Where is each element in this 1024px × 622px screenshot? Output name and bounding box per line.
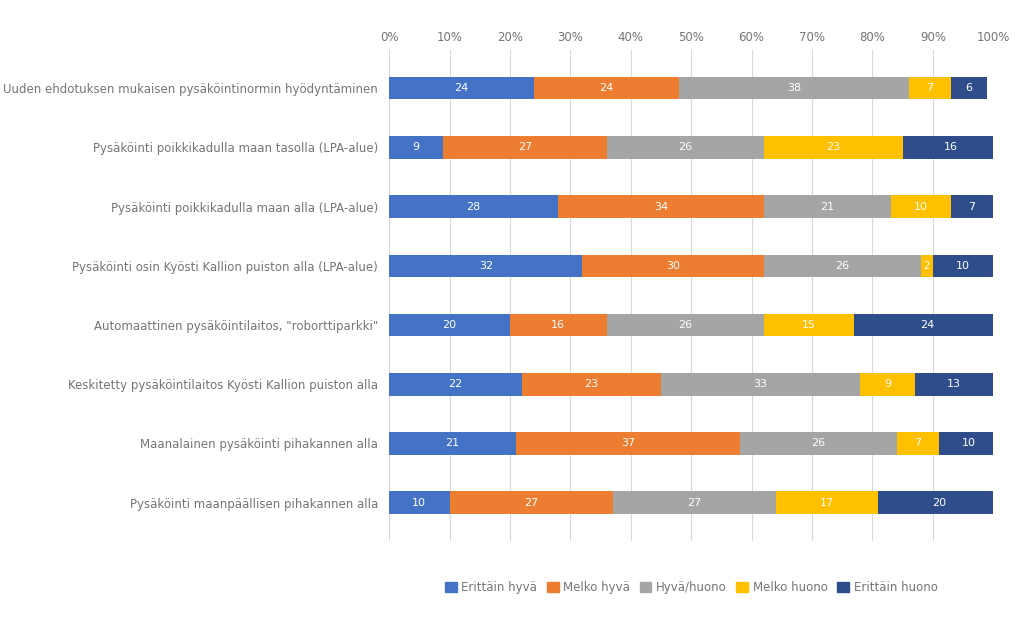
Bar <box>951 195 993 218</box>
Bar <box>389 373 522 396</box>
Bar <box>921 254 933 277</box>
Bar <box>558 195 764 218</box>
Text: 16: 16 <box>551 320 565 330</box>
Text: 27: 27 <box>524 498 539 508</box>
Text: 32: 32 <box>479 261 493 271</box>
Text: 23: 23 <box>826 142 841 152</box>
Bar <box>951 77 987 100</box>
Text: 37: 37 <box>621 439 635 448</box>
Text: 7: 7 <box>927 83 934 93</box>
Bar <box>939 432 999 455</box>
Bar <box>389 491 450 514</box>
Bar <box>914 373 993 396</box>
Text: 2: 2 <box>924 261 930 271</box>
Text: 9: 9 <box>413 142 420 152</box>
Bar <box>443 136 606 159</box>
Bar <box>739 432 897 455</box>
Text: 24: 24 <box>920 320 934 330</box>
Bar <box>854 314 999 337</box>
Text: 16: 16 <box>944 142 958 152</box>
Bar <box>879 491 999 514</box>
Text: 27: 27 <box>518 142 532 152</box>
Text: 13: 13 <box>947 379 961 389</box>
Text: 30: 30 <box>666 261 680 271</box>
Text: 22: 22 <box>449 379 463 389</box>
Bar <box>776 491 879 514</box>
Text: 33: 33 <box>754 379 768 389</box>
Bar <box>903 136 999 159</box>
Bar <box>897 432 939 455</box>
Text: 27: 27 <box>687 498 701 508</box>
Text: 10: 10 <box>413 498 426 508</box>
Bar <box>535 77 679 100</box>
Bar <box>933 254 993 277</box>
Text: 34: 34 <box>654 202 668 211</box>
Bar <box>679 77 908 100</box>
Bar <box>764 314 854 337</box>
Bar <box>450 491 612 514</box>
Text: 17: 17 <box>820 498 835 508</box>
Text: 6: 6 <box>966 83 973 93</box>
Bar <box>583 254 764 277</box>
Bar <box>516 432 739 455</box>
Text: 26: 26 <box>811 439 825 448</box>
Text: 26: 26 <box>678 320 692 330</box>
Bar <box>389 195 558 218</box>
Bar <box>860 373 914 396</box>
Bar <box>891 195 951 218</box>
Text: 24: 24 <box>599 83 613 93</box>
Bar <box>606 136 764 159</box>
Text: 20: 20 <box>442 320 457 330</box>
Text: 38: 38 <box>786 83 801 93</box>
Bar <box>606 314 764 337</box>
Bar <box>612 491 776 514</box>
Text: 23: 23 <box>585 379 599 389</box>
Text: 10: 10 <box>956 261 970 271</box>
Bar <box>764 136 903 159</box>
Bar <box>764 195 891 218</box>
Text: 24: 24 <box>455 83 469 93</box>
Bar <box>662 373 860 396</box>
Legend: Erittäin hyvä, Melko hyvä, Hyvä/huono, Melko huono, Erittäin huono: Erittäin hyvä, Melko hyvä, Hyvä/huono, M… <box>440 577 942 599</box>
Text: 20: 20 <box>932 498 946 508</box>
Bar <box>389 432 516 455</box>
Text: 7: 7 <box>914 439 922 448</box>
Text: 7: 7 <box>969 202 976 211</box>
Text: 15: 15 <box>802 320 816 330</box>
Text: 9: 9 <box>884 379 891 389</box>
Bar <box>389 77 535 100</box>
Bar <box>389 314 510 337</box>
Bar <box>522 373 662 396</box>
Bar <box>908 77 951 100</box>
Text: 21: 21 <box>820 202 835 211</box>
Bar <box>389 254 583 277</box>
Bar <box>389 136 443 159</box>
Text: 26: 26 <box>836 261 849 271</box>
Bar <box>764 254 921 277</box>
Text: 10: 10 <box>913 202 928 211</box>
Text: 10: 10 <box>963 439 976 448</box>
Text: 28: 28 <box>467 202 481 211</box>
Bar <box>510 314 606 337</box>
Text: 26: 26 <box>678 142 692 152</box>
Text: 21: 21 <box>445 439 460 448</box>
